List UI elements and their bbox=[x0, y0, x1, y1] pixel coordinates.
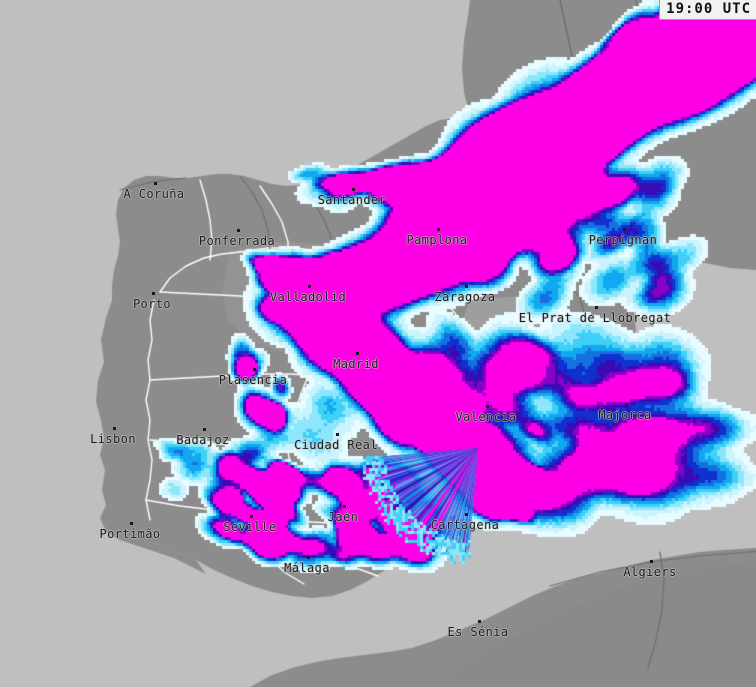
city-dot-icon bbox=[352, 188, 355, 191]
city-dot-icon bbox=[623, 228, 626, 231]
city-label: Cartagena bbox=[430, 518, 500, 532]
city-label: Algiers bbox=[623, 565, 677, 579]
city-label: Portimão bbox=[99, 527, 161, 541]
city-dot-icon bbox=[253, 368, 256, 371]
city-label: Seville bbox=[223, 520, 277, 534]
city-dot-icon bbox=[250, 515, 253, 518]
city-dot-icon bbox=[625, 403, 628, 406]
city-label: Santander bbox=[317, 193, 387, 207]
city-dot-icon bbox=[650, 560, 653, 563]
city-label: El Prat de Llobregat bbox=[518, 311, 672, 325]
city-dot-icon bbox=[237, 229, 240, 232]
city-dot-icon bbox=[308, 285, 311, 288]
city-label: Jaén bbox=[327, 510, 359, 524]
timestamp-badge: 19:00 UTC bbox=[659, 0, 756, 20]
city-label: Valladolid bbox=[269, 290, 347, 304]
city-dot-icon bbox=[356, 352, 359, 355]
city-dot-icon bbox=[203, 428, 206, 431]
city-label: Málaga bbox=[284, 561, 330, 575]
city-label: Badajoz bbox=[176, 433, 230, 447]
city-dot-icon bbox=[154, 182, 157, 185]
city-label: A Coruña bbox=[123, 187, 185, 201]
city-dot-icon bbox=[465, 513, 468, 516]
city-label: Es Sénia bbox=[447, 625, 509, 639]
city-dot-icon bbox=[486, 405, 489, 408]
city-dot-icon bbox=[130, 522, 133, 525]
city-label: Porto bbox=[132, 297, 172, 311]
city-label: Madrid bbox=[333, 357, 379, 371]
city-label: Valencia bbox=[455, 410, 517, 424]
city-dot-icon bbox=[113, 427, 116, 430]
city-dot-icon bbox=[437, 228, 440, 231]
city-label: Perpignan bbox=[588, 233, 658, 247]
city-label: Pamplona bbox=[406, 233, 468, 247]
city-dot-icon bbox=[478, 620, 481, 623]
city-dot-icon bbox=[336, 433, 339, 436]
city-label: Majorca bbox=[598, 408, 652, 422]
city-dot-icon bbox=[465, 285, 468, 288]
city-dot-icon bbox=[152, 292, 155, 295]
city-dot-icon bbox=[595, 306, 598, 309]
city-dot-icon bbox=[307, 556, 310, 559]
city-label: Plasencia bbox=[218, 373, 288, 387]
city-label: Lisbon bbox=[90, 432, 136, 446]
city-label: Zaragoza bbox=[434, 290, 496, 304]
city-dot-icon bbox=[343, 505, 346, 508]
city-label: Ciudad Real bbox=[294, 438, 378, 452]
city-label: Ponferrada bbox=[198, 234, 276, 248]
